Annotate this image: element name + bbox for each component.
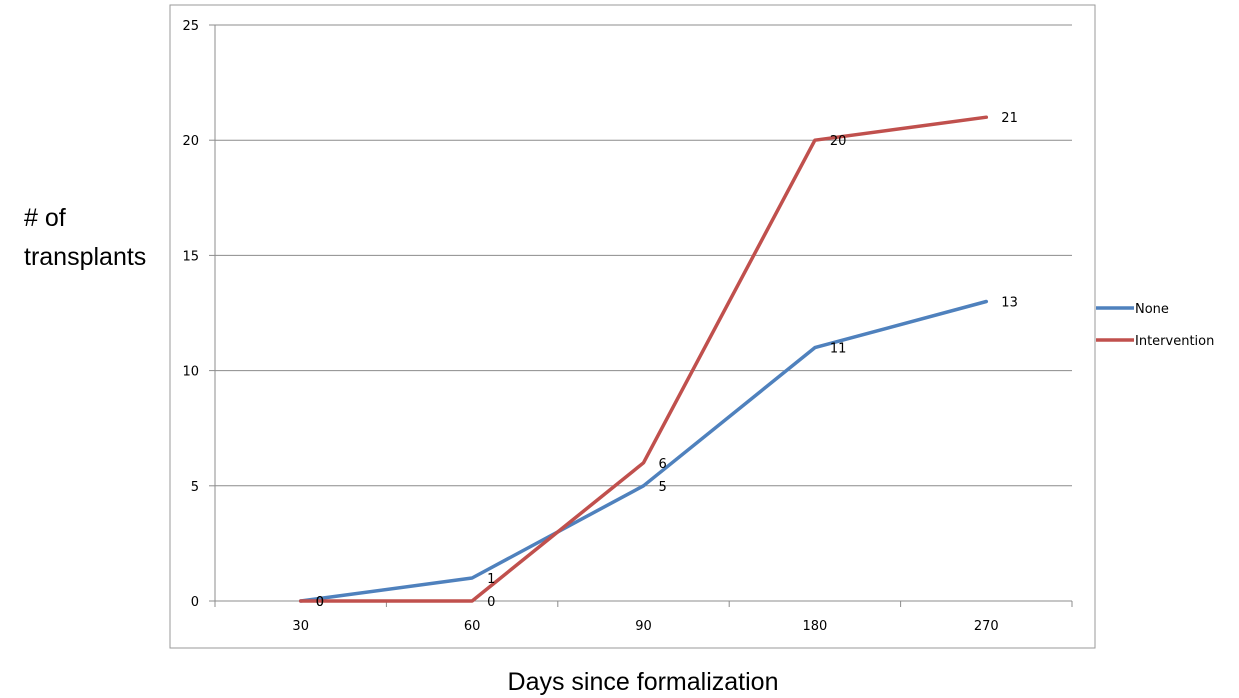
data-label-intervention: 0 <box>487 595 495 610</box>
data-label-none: 1 <box>487 572 495 587</box>
legend: None Intervention <box>1096 302 1214 349</box>
data-label-intervention: 21 <box>1001 111 1018 126</box>
x-tick-label: 60 <box>464 619 481 634</box>
data-label-intervention: 0 <box>316 595 324 610</box>
x-tick-label: 30 <box>292 619 309 634</box>
x-tick-label: 270 <box>974 619 999 634</box>
y-tick-label: 15 <box>182 249 199 264</box>
y-tick-label: 25 <box>182 19 199 34</box>
gridlines <box>215 24 1072 487</box>
series-line-intervention <box>298 115 989 603</box>
data-label-none: 13 <box>1001 295 1018 310</box>
y-tick-label: 5 <box>191 480 199 495</box>
x-tick-label: 180 <box>802 619 827 634</box>
x-tick-label: 90 <box>635 619 652 634</box>
data-label-intervention: 20 <box>830 134 847 149</box>
y-axis-label-line-2: transplants <box>24 243 146 271</box>
legend-label-none: None <box>1135 302 1169 317</box>
y-tick-label: 10 <box>182 365 199 380</box>
data-label-none: 0 <box>316 595 324 610</box>
x-axis-label: Days since formalization <box>508 668 779 696</box>
series-line-none <box>298 299 989 603</box>
y-axis-ticks: 0 5 10 15 20 25 <box>182 19 215 610</box>
y-tick-label: 20 <box>182 134 199 149</box>
x-axis-ticks: 30 60 90 180 270 <box>214 601 1073 634</box>
chart-frame <box>169 4 1096 649</box>
legend-label-intervention: Intervention <box>1135 334 1214 349</box>
data-label-none: 11 <box>830 342 847 357</box>
data-label-none: 5 <box>659 480 667 495</box>
y-tick-label: 0 <box>191 595 199 610</box>
y-axis-label-line-1: # of <box>24 204 66 232</box>
data-label-intervention: 6 <box>659 457 667 472</box>
series-lines <box>298 115 989 603</box>
